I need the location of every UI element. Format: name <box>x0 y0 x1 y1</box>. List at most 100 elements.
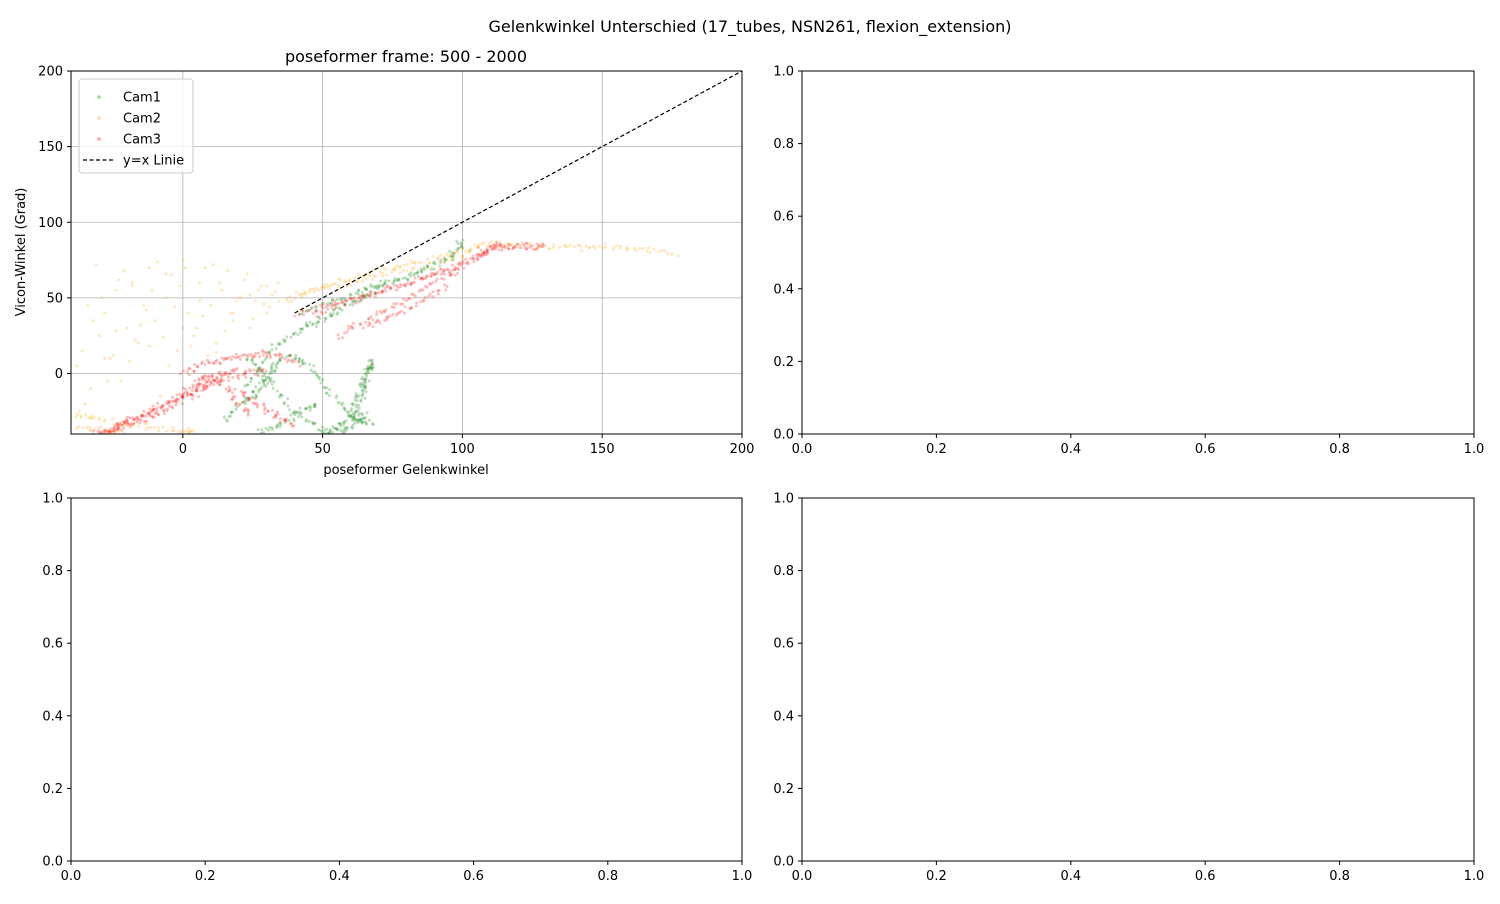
data-point <box>250 396 253 400</box>
data-point <box>331 425 335 428</box>
data-point <box>353 421 357 425</box>
data-point <box>266 409 270 413</box>
data-point <box>456 262 460 266</box>
data-point <box>338 401 342 405</box>
data-point <box>564 245 567 249</box>
data-point <box>373 291 377 295</box>
data-point <box>356 409 360 413</box>
data-point <box>123 423 127 427</box>
data-point <box>448 274 452 278</box>
data-point <box>528 245 532 249</box>
data-point <box>187 426 191 430</box>
data-point <box>382 309 386 313</box>
data-point <box>293 331 297 335</box>
data-point <box>354 301 358 305</box>
data-point <box>178 284 182 288</box>
data-point <box>191 385 195 389</box>
data-point <box>511 247 515 251</box>
data-point <box>175 349 179 353</box>
data-point <box>436 292 440 296</box>
data-point <box>130 425 134 429</box>
data-point <box>359 398 363 402</box>
data-point <box>118 422 122 426</box>
data-point <box>351 423 355 427</box>
data-point <box>191 393 195 397</box>
data-point <box>392 306 396 309</box>
y-tick-label: 0.0 <box>773 428 794 443</box>
data-point <box>181 386 185 390</box>
data-point <box>641 246 645 250</box>
data-point <box>482 251 486 255</box>
data-point <box>432 260 436 264</box>
data-point <box>343 303 347 307</box>
data-point <box>481 252 485 256</box>
data-point <box>460 254 464 258</box>
data-point <box>429 274 433 278</box>
data-point <box>345 280 348 284</box>
data-point <box>362 294 366 298</box>
x-tick-label: 0.4 <box>1060 869 1081 884</box>
x-tick-label: 0.6 <box>463 869 484 884</box>
data-point <box>248 293 252 297</box>
data-point <box>316 320 320 324</box>
data-point <box>429 282 433 286</box>
data-point <box>209 381 213 385</box>
data-point <box>410 292 414 296</box>
data-point <box>507 247 510 251</box>
data-point <box>268 305 271 309</box>
data-point <box>274 364 278 368</box>
data-point <box>451 255 455 259</box>
data-point <box>411 261 415 265</box>
data-point <box>145 412 149 416</box>
data-point <box>312 290 316 294</box>
data-point <box>283 357 287 361</box>
data-point <box>358 383 362 387</box>
data-point <box>369 315 373 319</box>
data-point <box>251 390 255 393</box>
data-point <box>312 422 316 425</box>
data-point <box>238 402 242 406</box>
data-point <box>334 396 338 400</box>
data-point <box>619 244 622 248</box>
data-point <box>380 289 384 293</box>
data-point <box>420 276 424 280</box>
data-point <box>159 394 162 398</box>
x-tick-label: 0.0 <box>792 442 813 457</box>
data-point <box>264 376 268 379</box>
data-point <box>364 390 368 394</box>
data-point <box>409 271 413 275</box>
data-point <box>230 397 234 401</box>
data-point <box>297 293 301 296</box>
data-point <box>544 243 547 247</box>
data-point <box>339 424 343 428</box>
data-point <box>367 317 371 321</box>
data-point <box>260 428 264 431</box>
data-point <box>245 358 249 361</box>
data-point <box>287 354 291 358</box>
data-point <box>143 422 147 426</box>
data-point <box>348 278 352 281</box>
data-point <box>132 418 136 422</box>
data-point <box>535 247 539 251</box>
data-point <box>404 284 407 288</box>
data-point <box>292 332 296 336</box>
data-point <box>320 312 324 316</box>
data-point <box>413 294 417 298</box>
data-point <box>410 267 414 271</box>
data-point <box>293 296 297 300</box>
data-point <box>396 277 400 281</box>
data-point <box>354 291 358 295</box>
data-point <box>138 421 142 425</box>
data-point <box>331 298 335 302</box>
data-point <box>185 392 189 396</box>
data-point <box>291 332 295 336</box>
data-point <box>352 413 356 417</box>
data-point <box>315 315 319 319</box>
data-point <box>308 308 312 312</box>
data-point <box>224 418 228 422</box>
data-point <box>256 405 259 409</box>
data-point <box>603 242 607 246</box>
data-point <box>256 367 260 370</box>
data-point <box>335 428 339 432</box>
data-point <box>676 254 680 258</box>
